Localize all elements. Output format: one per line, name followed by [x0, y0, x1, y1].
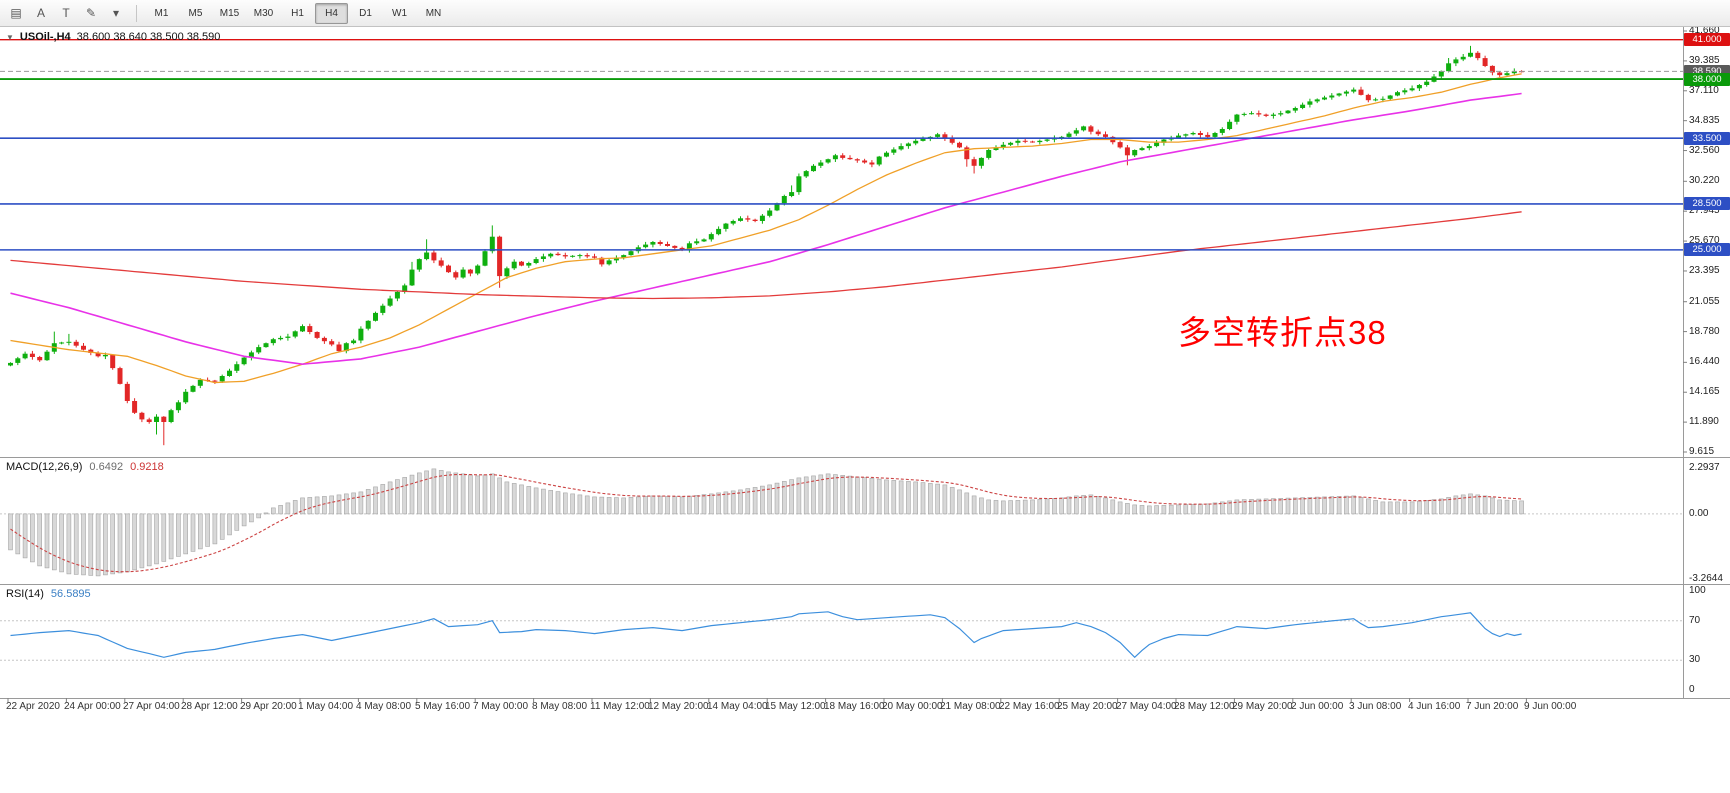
- macd-indicator-label: MACD(12,26,9) 0.6492 0.9218: [6, 461, 164, 473]
- rsi-indicator-label: RSI(14) 56.5895: [6, 588, 91, 600]
- price-scale-label: 41.660: [1689, 25, 1720, 36]
- macd-signal-value: 0.9218: [130, 461, 164, 473]
- time-axis-label: 27 May 04:00: [1116, 701, 1177, 712]
- time-axis-label: 27 Apr 04:00: [123, 701, 180, 712]
- price-scale-label: 34.835: [1689, 115, 1720, 126]
- macd-scale-label: -3.2644: [1689, 573, 1723, 584]
- ohlc-quote: 38.600 38.640 38.500 38.590: [76, 31, 221, 43]
- macd-name: MACD(12,26,9): [6, 461, 83, 473]
- timeframe-button-d1[interactable]: D1: [359, 7, 372, 19]
- chart-window-icon[interactable]: ▤: [10, 6, 22, 20]
- price-scale-label: 14.165: [1689, 386, 1720, 397]
- price-scale-label: 25.670: [1689, 235, 1720, 246]
- price-scale-label: 16.440: [1689, 356, 1720, 367]
- price-scale-label: 39.385: [1689, 55, 1720, 66]
- cursor-tool-icon[interactable]: A: [36, 6, 45, 20]
- draw-tools-caret-icon[interactable]: ▾: [112, 6, 120, 20]
- price-scale-label: 21.055: [1689, 296, 1720, 307]
- time-axis-label: 2 Jun 00:00: [1291, 701, 1344, 712]
- rsi-scale-label: 70: [1689, 615, 1701, 626]
- timeframe-button-w1[interactable]: W1: [392, 7, 407, 19]
- time-axis-label: 3 Jun 08:00: [1349, 701, 1402, 712]
- time-axis-label: 12 May 20:00: [648, 701, 709, 712]
- toolbar-separator: [136, 4, 137, 22]
- time-axis-label: 28 May 12:00: [1174, 701, 1235, 712]
- timeframe-button-mn[interactable]: MN: [425, 7, 442, 19]
- macd-scale-label: 0.00: [1689, 508, 1709, 519]
- price-tag-41.000: 41.000: [1684, 33, 1730, 46]
- price-scale-label: 9.615: [1689, 446, 1715, 457]
- time-axis-label: 25 May 20:00: [1057, 701, 1118, 712]
- rsi-scale-label: 100: [1689, 585, 1706, 596]
- time-axis-label: 22 Apr 2020: [6, 701, 60, 712]
- price-scale-label: 23.395: [1689, 265, 1720, 276]
- price-scale-label: 32.560: [1689, 145, 1720, 156]
- time-axis-label: 18 May 16:00: [824, 701, 885, 712]
- time-axis-label: 4 Jun 16:00: [1408, 701, 1461, 712]
- chart-annotation-text: 多空转折点38: [1178, 314, 1387, 351]
- time-axis-label: 1 May 04:00: [298, 701, 354, 712]
- rsi-scale-label: 30: [1689, 654, 1701, 665]
- macd-scale-label: 2.2937: [1689, 462, 1720, 473]
- timeframe-button-h1[interactable]: H1: [291, 7, 304, 19]
- main-toolbar: ▤ A T ✎ ▾ M1 M5 M15 M30 H1 H4 D1 W1 MN: [0, 0, 1730, 27]
- price-scale-label: 18.780: [1689, 326, 1720, 337]
- timeframe-button-m1[interactable]: M1: [154, 7, 169, 19]
- price-tag-28.500: 28.500: [1684, 197, 1730, 210]
- time-axis-label: 29 Apr 20:00: [240, 701, 297, 712]
- time-axis-label: 14 May 04:00: [707, 701, 768, 712]
- rsi-value: 56.5895: [50, 588, 91, 600]
- price-tag-25.000: 25.000: [1684, 243, 1730, 256]
- rsi-scale-label: 0: [1689, 684, 1695, 695]
- time-axis-label: 5 May 16:00: [415, 701, 471, 712]
- time-axis-label: 20 May 00:00: [882, 701, 943, 712]
- macd-main-value: 0.6492: [89, 461, 124, 473]
- rsi-name: RSI(14): [6, 588, 44, 600]
- time-axis-label: 7 May 00:00: [473, 701, 529, 712]
- chart-header: ▼ USOil-,H4 38.600 38.640 38.500 38.590: [6, 31, 220, 43]
- time-axis-label: 11 May 12:00: [590, 701, 650, 712]
- price-tag-38.000: 38.000: [1684, 73, 1730, 86]
- price-scale-label: 11.890: [1689, 416, 1719, 427]
- symbol-label: USOil-,H4: [19, 31, 71, 43]
- timeframe-button-m15[interactable]: M15: [219, 7, 240, 19]
- price-scale-label: 27.945: [1689, 205, 1720, 216]
- collapse-icon[interactable]: ▼: [6, 32, 14, 42]
- time-axis-label: 8 May 08:00: [532, 701, 588, 712]
- time-axis-label: 4 May 08:00: [356, 701, 412, 712]
- time-axis-label: 22 May 16:00: [999, 701, 1060, 712]
- time-axis-label: 24 Apr 00:00: [64, 701, 121, 712]
- text-tool-icon[interactable]: T: [62, 6, 70, 20]
- timeframe-button-h4[interactable]: H4: [315, 2, 348, 24]
- price-tag-33.500: 33.500: [1684, 132, 1730, 145]
- timeframe-button-m5[interactable]: M5: [188, 7, 203, 19]
- time-axis-label: 9 Jun 00:00: [1524, 701, 1577, 712]
- time-axis-label: 21 May 08:00: [940, 701, 1001, 712]
- time-axis-label: 15 May 12:00: [765, 701, 826, 712]
- time-axis-label: 7 Jun 20:00: [1466, 701, 1519, 712]
- draw-tools-icon[interactable]: ✎: [85, 6, 97, 20]
- price-scale-label: 37.110: [1689, 85, 1719, 96]
- time-axis-label: 28 Apr 12:00: [181, 701, 238, 712]
- time-axis-label: 29 May 20:00: [1232, 701, 1293, 712]
- timeframe-button-m30[interactable]: M30: [253, 7, 274, 19]
- price-scale-label: 30.220: [1689, 175, 1720, 186]
